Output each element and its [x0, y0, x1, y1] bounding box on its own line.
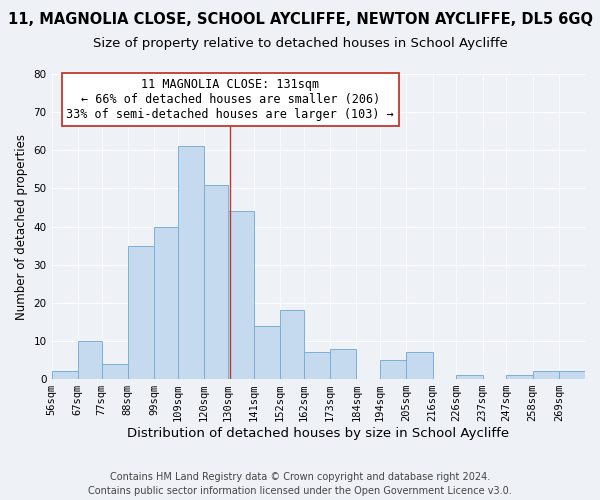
Bar [101, 364, 128, 379]
Bar [52, 372, 78, 379]
Text: Contains HM Land Registry data © Crown copyright and database right 2024.: Contains HM Land Registry data © Crown c… [110, 472, 490, 482]
Bar [330, 348, 356, 379]
Bar [128, 246, 154, 379]
Text: Contains public sector information licensed under the Open Government Licence v3: Contains public sector information licen… [88, 486, 512, 496]
Bar [457, 376, 482, 379]
Bar [406, 352, 433, 379]
Text: Size of property relative to detached houses in School Aycliffe: Size of property relative to detached ho… [92, 38, 508, 51]
Bar [304, 352, 330, 379]
Text: 11, MAGNOLIA CLOSE, SCHOOL AYCLIFFE, NEWTON AYCLIFFE, DL5 6GQ: 11, MAGNOLIA CLOSE, SCHOOL AYCLIFFE, NEW… [7, 12, 593, 28]
Bar [380, 360, 406, 379]
Bar [280, 310, 304, 379]
Bar [154, 226, 178, 379]
Text: 11 MAGNOLIA CLOSE: 131sqm
← 66% of detached houses are smaller (206)
33% of semi: 11 MAGNOLIA CLOSE: 131sqm ← 66% of detac… [66, 78, 394, 121]
Bar [506, 376, 533, 379]
Bar [228, 212, 254, 379]
Bar [533, 372, 559, 379]
Bar [204, 184, 228, 379]
Bar [78, 341, 101, 379]
X-axis label: Distribution of detached houses by size in School Aycliffe: Distribution of detached houses by size … [127, 427, 509, 440]
Y-axis label: Number of detached properties: Number of detached properties [15, 134, 28, 320]
Bar [178, 146, 204, 379]
Bar [254, 326, 280, 379]
Bar [559, 372, 585, 379]
